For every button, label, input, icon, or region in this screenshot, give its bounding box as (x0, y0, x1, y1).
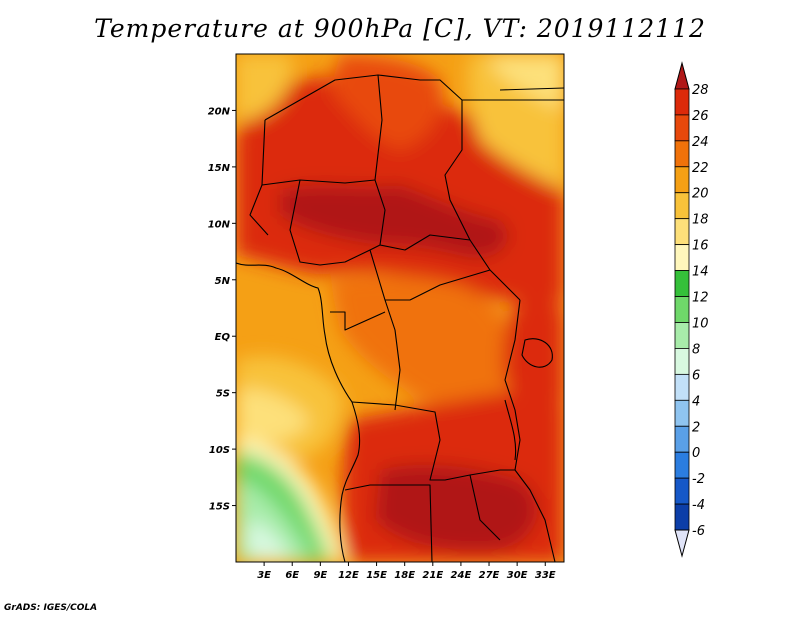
colorbar-label: 18 (692, 213, 709, 228)
border-north-sudan (462, 87, 564, 101)
lon-tick-label: 21E (422, 570, 443, 581)
field-benguela-coldest (246, 520, 292, 562)
lon-tick-label: 33E (535, 570, 556, 581)
colorbar-box (674, 140, 690, 168)
colorbar-label: 0 (692, 446, 700, 461)
colorbar-box (674, 218, 690, 246)
longitude-axis: 3E 6E 9E 12E 15E 18E 21E 24E 27E 30E 33E (257, 562, 556, 581)
field-northwest-cool (236, 54, 293, 120)
colorbar-label: 6 (692, 368, 700, 383)
colorbar-label: 22 (692, 161, 709, 176)
colorbar-box (674, 270, 690, 297)
colorbar-box (674, 88, 690, 116)
border-nigeria (289, 179, 471, 266)
colorbar-label: 14 (692, 265, 709, 280)
lon-tick-label: 12E (338, 570, 359, 581)
lat-tick-label: 10S (209, 445, 230, 456)
colorbar-box (674, 451, 690, 479)
colorbar-label: 26 (692, 109, 709, 124)
colorbar-box (674, 192, 690, 220)
temperature-field (236, 54, 564, 562)
field-northeast-light (490, 54, 564, 110)
colorbar-box (674, 322, 690, 349)
colorbar-label: 16 (692, 239, 709, 254)
field-atlantic-light (236, 389, 310, 445)
colorbar-label: -2 (692, 472, 705, 487)
field-east-hot (503, 298, 564, 404)
colorbar-label: 4 (692, 394, 700, 409)
border-southeast (469, 469, 556, 562)
lat-tick-label: 15S (209, 502, 230, 513)
field-north-moderate (330, 55, 443, 150)
lon-tick-label: 6E (285, 570, 299, 581)
border-sudan-chad (444, 100, 491, 271)
lat-tick-label: 5S (216, 389, 230, 400)
colorbar-label: 24 (692, 135, 709, 150)
latitude-axis: 20N 15N 10N 5N EQ 5S 10S 15S (208, 106, 236, 513)
lat-tick-label: 5N (215, 276, 231, 287)
lat-tick-label: EQ (215, 332, 231, 343)
colorbar-label: -6 (692, 524, 705, 539)
field-sahel-core (280, 185, 509, 259)
field-equatorial (330, 274, 513, 409)
colorbar-box (674, 503, 690, 531)
chart-title: Temperature at 900hPa [C], VT: 201911211… (94, 14, 706, 43)
lon-tick-label: 3E (257, 570, 271, 581)
lon-tick-label: 15E (366, 570, 387, 581)
map-frame (235, 53, 565, 563)
colorbar-box (674, 348, 690, 375)
lon-tick-label: 30E (507, 570, 528, 581)
colorbar-label: 12 (692, 291, 709, 306)
colorbar-label: 8 (692, 342, 700, 357)
coastlines-borders (236, 74, 564, 562)
colorbar-top-triangle (674, 61, 690, 90)
colorbar-label: 28 (692, 83, 709, 98)
colorbar-box (674, 114, 690, 142)
lon-tick-label: 24E (451, 570, 472, 581)
lat-tick-label: 20N (208, 106, 231, 117)
colorbar-box (674, 425, 690, 453)
colorbar-label: 2 (692, 420, 700, 435)
colorbar-box (674, 296, 690, 323)
border-congo (330, 299, 401, 411)
colorbar-box (674, 244, 690, 271)
colorbar-box (674, 166, 690, 194)
colorbar-box (674, 477, 690, 505)
coastline-west-africa (236, 262, 361, 562)
lake-tanganyika (504, 399, 517, 461)
credit-text: GrADS: IGES/COLA (4, 603, 98, 613)
lon-tick-label: 9E (313, 570, 327, 581)
lon-tick-label: 27E (479, 570, 500, 581)
field-south-core (375, 464, 538, 552)
colorbar-box (674, 373, 690, 401)
border-namibia (344, 484, 433, 562)
lon-tick-label: 18E (394, 570, 415, 581)
border-car (369, 249, 521, 301)
colorbar-label: -4 (692, 498, 705, 513)
colorbar-bottom-triangle (674, 529, 690, 558)
colorbar-label: 10 (692, 316, 709, 331)
colorbar-box (674, 399, 690, 427)
border-drc-east (504, 299, 521, 471)
lake-victoria (521, 338, 553, 368)
border-angola (351, 401, 515, 481)
lat-tick-label: 10N (208, 219, 231, 230)
lat-tick-label: 15N (208, 163, 231, 174)
colorbar-label: 20 (692, 187, 709, 202)
